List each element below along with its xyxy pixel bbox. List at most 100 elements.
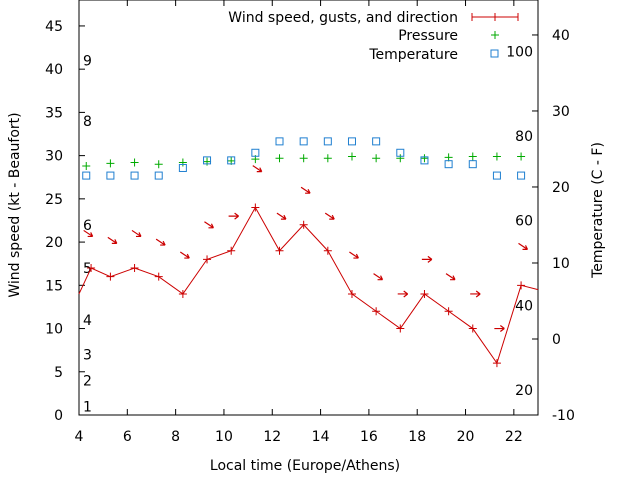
temperature-point (347, 137, 356, 146)
x-tick-label: 16 (360, 429, 378, 445)
plot-frame (78, 0, 539, 416)
pressure-point (347, 152, 356, 161)
wind-direction-arrow (252, 165, 263, 173)
wind-speed-point (347, 289, 356, 298)
wind-direction-arrow (445, 273, 456, 281)
legend-wind-label: Wind speed, gusts, and direction (228, 10, 458, 26)
wind-speed-point (492, 359, 501, 368)
temperature-point (275, 137, 284, 146)
y-tick-label: 20 (45, 235, 63, 251)
beaufort-label: 1 (83, 399, 92, 415)
wind-direction-arrow (373, 273, 384, 281)
temperature-point (420, 156, 429, 165)
wind-speed-series (78, 203, 539, 368)
y-tick-label: 45 (45, 19, 63, 35)
x-tick-label: 6 (123, 429, 132, 445)
wind-speed-point (178, 289, 187, 298)
y2-axis-label: Temperature (C - F) (590, 142, 606, 279)
fahrenheit-label: 40 (515, 299, 533, 315)
wind-direction-arrow (300, 186, 311, 194)
pressure-point (517, 152, 526, 161)
wind-speed-point (396, 324, 405, 333)
pressure-point (154, 160, 163, 169)
wind-speed-point (275, 246, 284, 255)
beaufort-label: 2 (83, 373, 92, 389)
wind-speed-point (227, 246, 236, 255)
y-tick-label: 35 (45, 105, 63, 121)
x-axis-label: Local time (Europe/Athens) (210, 458, 400, 474)
temperature-point (444, 160, 453, 169)
y2-tick-label: 30 (552, 104, 570, 120)
legend-pressure-marker (491, 31, 499, 39)
temperature-point (130, 171, 139, 180)
y-tick-label: 40 (45, 62, 63, 78)
temperature-point (82, 171, 91, 180)
x-tick-label: 14 (312, 429, 330, 445)
y2-tick-label: 20 (552, 180, 570, 196)
temperature-point (251, 148, 260, 157)
wind-speed-point (130, 264, 139, 273)
fahrenheit-label: 100 (506, 45, 533, 61)
pressure-point (492, 152, 501, 161)
pressure-point (203, 157, 212, 166)
beaufort-label: 5 (83, 261, 92, 277)
temperature-point (203, 156, 212, 165)
wind-direction-arrow (179, 251, 190, 259)
y-tick-label: 30 (45, 149, 63, 165)
temperature-point (154, 171, 163, 180)
x-tick-label: 12 (263, 429, 281, 445)
legend-pressure-label: Pressure (398, 28, 458, 44)
pressure-point (299, 154, 308, 163)
temperature-point (396, 148, 405, 157)
beaufort-label: 9 (83, 54, 92, 70)
wind-direction-arrow (131, 229, 142, 238)
pressure-point (468, 152, 477, 161)
pressure-point (130, 158, 139, 167)
temperature-point (299, 137, 308, 146)
pressure-point (420, 154, 429, 163)
wind-direction-arrow (324, 212, 335, 220)
wind-direction-arrow (470, 290, 481, 298)
y2-tick-label: -10 (552, 408, 575, 424)
wind-speed-point (203, 255, 212, 264)
wind-speed-point (444, 307, 453, 316)
legend-wind-marker (471, 13, 519, 21)
x-tick-label: 22 (505, 429, 523, 445)
pressure-point (444, 153, 453, 162)
temperature-point (468, 160, 477, 169)
temperature-series (82, 137, 526, 180)
wind-speed-point (87, 264, 96, 273)
legend-temperature-marker (490, 49, 499, 58)
beaufort-label: 4 (83, 313, 92, 329)
wind-speed-point (299, 220, 308, 229)
x-tick-label: 18 (408, 429, 426, 445)
x-axis: 4 6 8 10 12 14 16 18 20 22 (75, 0, 523, 445)
y-tick-label: 0 (54, 408, 63, 424)
x-tick-label: 8 (171, 429, 180, 445)
fahrenheit-label: 80 (515, 129, 533, 145)
pressure-point (106, 159, 115, 168)
wind-speed-point (372, 307, 381, 316)
wind-direction-arrow (276, 212, 287, 220)
pressure-series (82, 152, 526, 170)
pressure-point (372, 154, 381, 163)
pressure-point (178, 158, 187, 167)
wind-direction-arrow (155, 238, 166, 246)
y-tick-label: 25 (45, 192, 63, 208)
wind-speed-point (154, 272, 163, 281)
wind-direction-arrow (107, 236, 118, 244)
beaufort-labels: 1 2 3 4 5 6 8 9 (83, 54, 92, 416)
pressure-point (82, 162, 91, 170)
wind-direction-arrows (83, 165, 529, 333)
wind-speed-point (323, 246, 332, 255)
wind-speed-point (106, 272, 115, 281)
pressure-point (396, 154, 405, 163)
wind-speed-point (468, 324, 477, 333)
wind-speed-point (420, 289, 429, 298)
temperature-point (517, 171, 526, 180)
y-axis-label: Wind speed (kt - Beaufort) (7, 112, 23, 297)
wind-direction-arrow (518, 242, 529, 251)
beaufort-label: 8 (83, 114, 92, 130)
wind-direction-arrow (228, 212, 239, 220)
y-tick-label: 15 (45, 278, 63, 294)
